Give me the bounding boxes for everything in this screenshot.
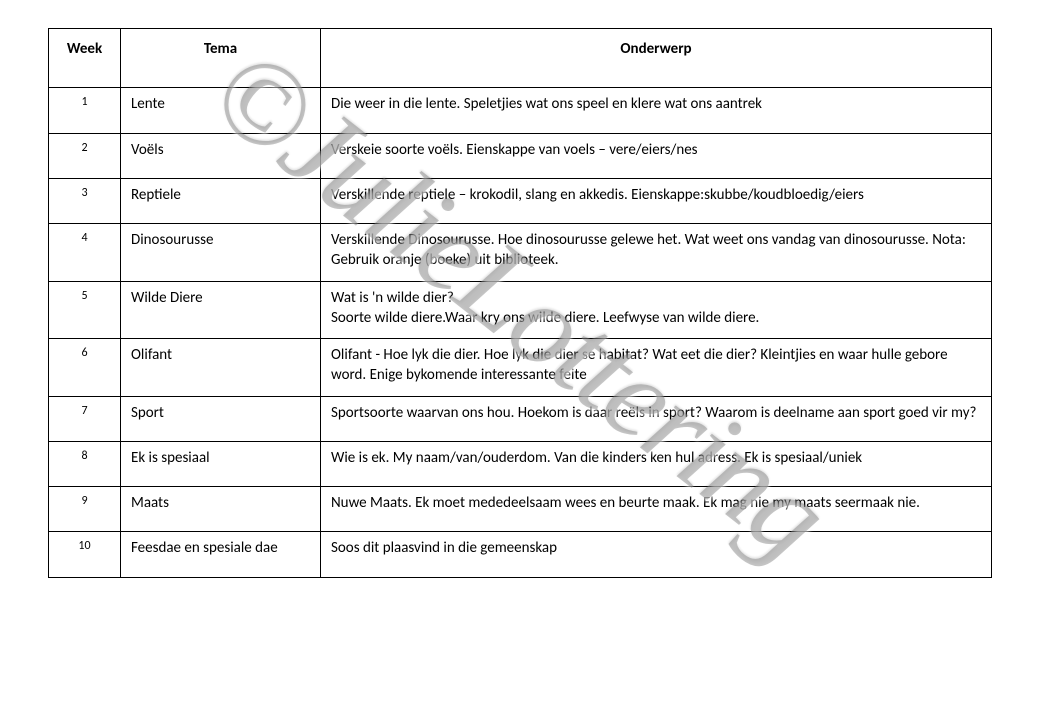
cell-tema: Lente — [121, 88, 321, 133]
cell-tema: Sport — [121, 396, 321, 441]
cell-onderwerp: Sportsoorte waarvan ons hou. Hoekom is d… — [321, 396, 992, 441]
cell-week: 6 — [49, 339, 121, 397]
cell-onderwerp: Wat is 'n wilde dier?Soorte wilde diere.… — [321, 281, 992, 339]
cell-week: 9 — [49, 487, 121, 532]
cell-week: 5 — [49, 281, 121, 339]
table-row: 3 Reptiele Verskillende reptiele – kroko… — [49, 178, 992, 223]
cell-week: 3 — [49, 178, 121, 223]
cell-onderwerp: Verskillende reptiele – krokodil, slang … — [321, 178, 992, 223]
cell-tema: Reptiele — [121, 178, 321, 223]
cell-onderwerp: Verskillende Dinosourusse. Hoe dinosouru… — [321, 224, 992, 282]
cell-week: 10 — [49, 532, 121, 577]
cell-week: 4 — [49, 224, 121, 282]
cell-onderwerp: Olifant - Hoe lyk die dier. Hoe lyk die … — [321, 339, 992, 397]
table-row: 8 Ek is spesiaal Wie is ek. My naam/van/… — [49, 441, 992, 486]
cell-onderwerp: Die weer in die lente. Speletjies wat on… — [321, 88, 992, 133]
cell-tema: Feesdae en spesiale dae — [121, 532, 321, 577]
table-row: 9 Maats Nuwe Maats. Ek moet mededeelsaam… — [49, 487, 992, 532]
col-header-tema: Tema — [121, 29, 321, 88]
cell-week: 7 — [49, 396, 121, 441]
table-row: 5 Wilde Diere Wat is 'n wilde dier?Soort… — [49, 281, 992, 339]
cell-tema: Maats — [121, 487, 321, 532]
document-page: Week Tema Onderwerp 1 Lente Die weer in … — [0, 0, 1040, 606]
cell-week: 2 — [49, 133, 121, 178]
table-row: 10 Feesdae en spesiale dae Soos dit plaa… — [49, 532, 992, 577]
curriculum-table: Week Tema Onderwerp 1 Lente Die weer in … — [48, 28, 992, 578]
table-header-row: Week Tema Onderwerp — [49, 29, 992, 88]
cell-tema: Olifant — [121, 339, 321, 397]
cell-tema: Ek is spesiaal — [121, 441, 321, 486]
table-row: 6 Olifant Olifant - Hoe lyk die dier. Ho… — [49, 339, 992, 397]
col-header-onderwerp: Onderwerp — [321, 29, 992, 88]
cell-onderwerp: Verskeie soorte voëls. Eienskappe van vo… — [321, 133, 992, 178]
cell-tema: Dinosourusse — [121, 224, 321, 282]
cell-tema: Wilde Diere — [121, 281, 321, 339]
table-row: 4 Dinosourusse Verskillende Dinosourusse… — [49, 224, 992, 282]
table-row: 1 Lente Die weer in die lente. Speletjie… — [49, 88, 992, 133]
table-body: 1 Lente Die weer in die lente. Speletjie… — [49, 88, 992, 577]
cell-onderwerp: Nuwe Maats. Ek moet mededeelsaam wees en… — [321, 487, 992, 532]
cell-onderwerp: Soos dit plaasvind in die gemeenskap — [321, 532, 992, 577]
cell-week: 8 — [49, 441, 121, 486]
cell-week: 1 — [49, 88, 121, 133]
table-row: 7 Sport Sportsoorte waarvan ons hou. Hoe… — [49, 396, 992, 441]
cell-tema: Voëls — [121, 133, 321, 178]
table-row: 2 Voëls Verskeie soorte voëls. Eienskapp… — [49, 133, 992, 178]
cell-onderwerp: Wie is ek. My naam/van/ouderdom. Van die… — [321, 441, 992, 486]
col-header-week: Week — [49, 29, 121, 88]
